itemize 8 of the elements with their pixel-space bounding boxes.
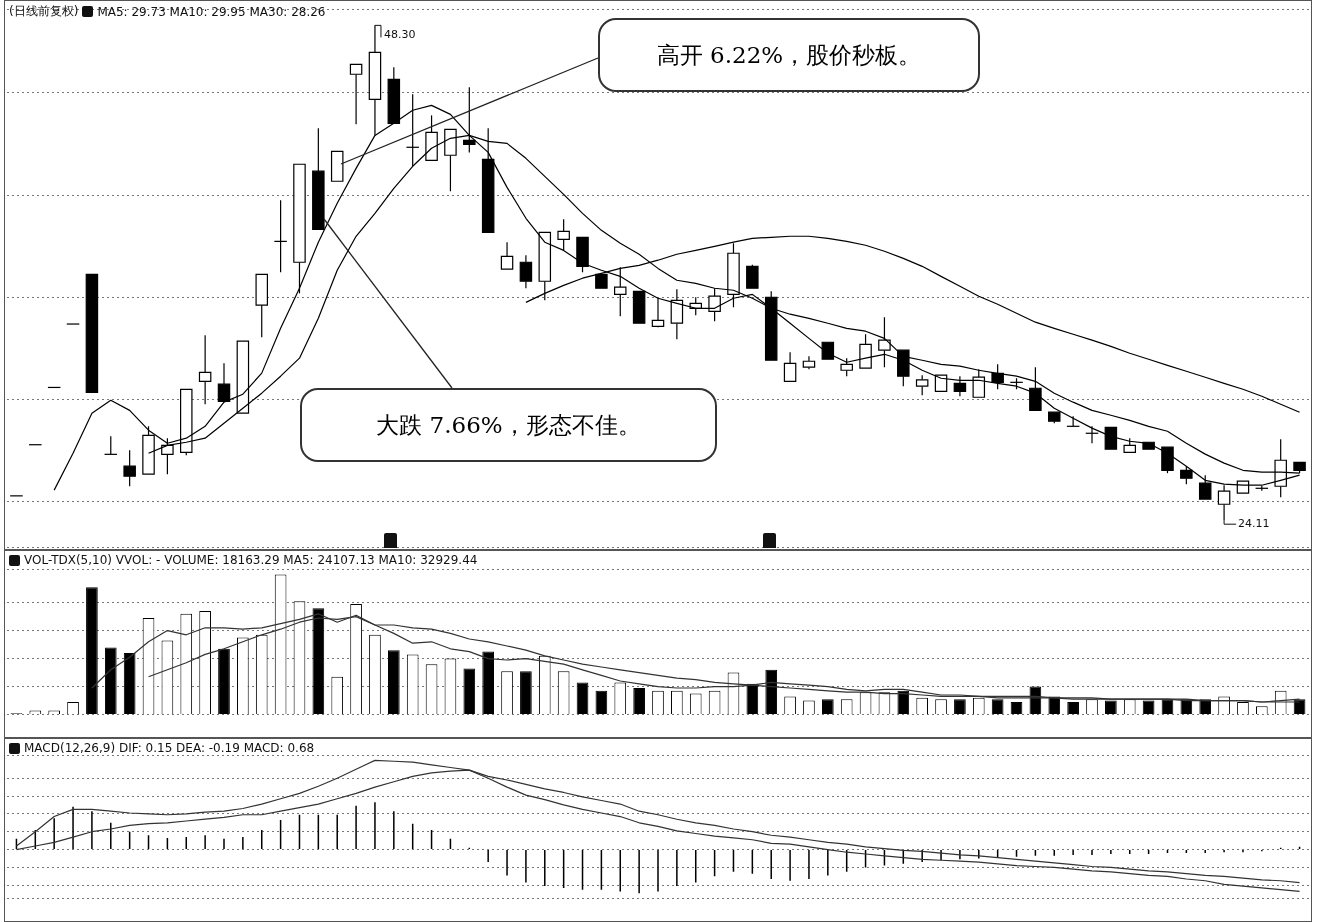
- annotation: MA5: 29.73 MA10: 29.95 MA30: 28.26: [97, 4, 326, 19]
- annotation: (日线前复权): [9, 3, 79, 20]
- text: MACD(12,26,9) DIF: 0.15 DEA: -0.19 MACD: 0.68: [24, 741, 315, 755]
- annotation: 24.11: [1238, 517, 1270, 531]
- callout-box: 大跌 7.66%，形态不佳。: [300, 388, 717, 462]
- annotation: 48.30: [383, 28, 416, 42]
- text: VOL-TDX(5,10) VVOL: - VOLUME: 18163.29 MA5: 24107.13 MA10: 32929.44: [24, 553, 478, 567]
- callout-box: 高开 6.22%，股价秒板。: [598, 18, 980, 92]
